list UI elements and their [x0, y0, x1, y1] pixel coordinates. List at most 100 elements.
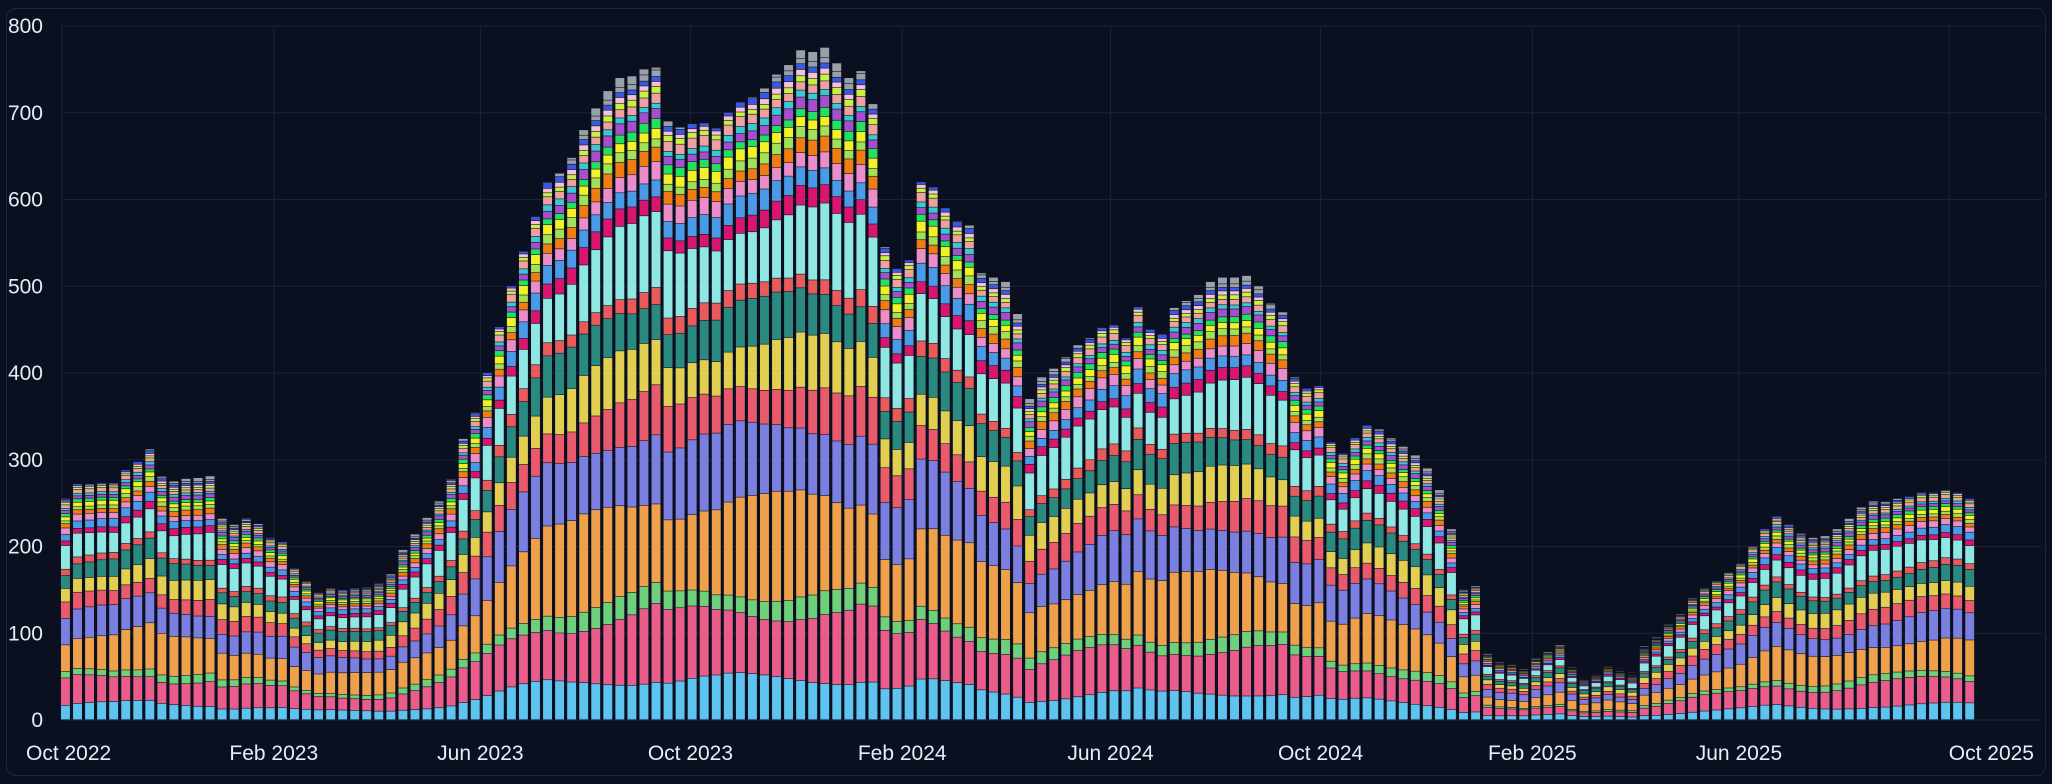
bar-segment — [1049, 397, 1059, 403]
bar-segment — [940, 304, 950, 317]
bar-stack — [856, 71, 866, 720]
bar-segment — [1892, 506, 1902, 510]
bar-segment — [1941, 532, 1951, 538]
bar-segment — [398, 710, 408, 720]
bar-segment — [362, 673, 372, 696]
bar-segment — [1013, 323, 1023, 326]
bar-segment — [832, 612, 842, 685]
bar-segment — [1760, 529, 1770, 531]
bar-segment — [398, 580, 408, 585]
bar-segment — [1627, 712, 1637, 717]
bar-segment — [1953, 521, 1963, 527]
bar-segment — [555, 464, 565, 524]
bar-segment — [1519, 710, 1529, 716]
bar-segment — [663, 609, 673, 683]
bar-segment — [1001, 437, 1010, 466]
bar-segment — [386, 577, 396, 578]
bar-segment — [916, 459, 926, 529]
bar-segment — [1001, 281, 1010, 288]
bar-segment — [193, 560, 203, 566]
bar-segment — [747, 673, 757, 720]
bar-segment — [1073, 697, 1083, 720]
bar-segment — [1398, 446, 1408, 449]
bar-segment — [1217, 570, 1227, 637]
bar-segment — [1880, 506, 1890, 508]
bar-segment — [1784, 562, 1794, 568]
bar-segment — [1917, 670, 1926, 677]
bar-segment — [1844, 620, 1854, 635]
bar-segment — [1434, 675, 1444, 684]
bar-segment — [1844, 545, 1854, 550]
bar-segment — [1073, 389, 1083, 397]
bar-segment — [1374, 436, 1384, 439]
bar-segment — [1181, 643, 1191, 656]
bar-segment — [1061, 357, 1071, 359]
bar-segment — [735, 181, 745, 196]
bar-segment — [784, 278, 794, 292]
bar-segment — [1193, 342, 1203, 349]
bar-segment — [121, 508, 131, 517]
bar-segment — [458, 486, 468, 494]
bar-segment — [1133, 322, 1143, 327]
bar-stack — [1856, 507, 1866, 720]
bar-segment — [832, 213, 842, 291]
bar-segment — [1688, 605, 1697, 607]
bar-segment — [85, 489, 95, 493]
bar-segment — [1808, 628, 1818, 639]
bar-segment — [1434, 622, 1444, 643]
bar-segment — [1892, 518, 1902, 522]
bar-segment — [784, 291, 794, 338]
bar-segment — [157, 553, 167, 558]
bar-segment — [940, 631, 950, 681]
bar-segment — [1856, 517, 1866, 520]
bar-stack — [446, 479, 456, 720]
bar-segment — [916, 207, 926, 214]
bar-segment — [1892, 509, 1902, 512]
bar-segment — [916, 192, 926, 202]
bar-segment — [217, 542, 227, 545]
bar-segment — [868, 224, 878, 237]
bar-segment — [928, 267, 938, 286]
bar-segment — [687, 514, 697, 590]
bar-segment — [1459, 677, 1468, 693]
bar-segment — [1929, 509, 1938, 514]
bar-segment — [699, 394, 709, 434]
bar-segment — [1724, 668, 1734, 688]
bar-segment — [1181, 302, 1191, 306]
bar-segment — [531, 293, 540, 311]
bar-stack — [1832, 529, 1842, 720]
bar-segment — [1965, 540, 1975, 546]
bar-segment — [723, 389, 733, 425]
bar-segment — [1422, 476, 1432, 478]
bar-segment — [1591, 716, 1601, 720]
bar-segment — [964, 254, 974, 262]
bar-segment — [446, 580, 456, 597]
bar-segment — [952, 298, 962, 316]
bar-segment — [60, 510, 70, 514]
bar-segment — [1314, 560, 1324, 603]
bar-segment — [579, 265, 589, 322]
bar-segment — [97, 590, 107, 605]
bar-segment — [205, 565, 215, 580]
bar-segment — [1157, 488, 1167, 515]
bar-segment — [687, 170, 697, 182]
bar-segment — [1808, 558, 1818, 561]
bar-segment — [60, 645, 70, 672]
bar-segment — [73, 486, 82, 488]
bar-segment — [1483, 661, 1493, 664]
bar-segment — [1459, 616, 1468, 619]
bar-segment — [1663, 659, 1673, 665]
bar-segment — [892, 279, 902, 288]
bar-segment — [1157, 364, 1167, 372]
bar-segment — [1302, 420, 1312, 425]
bar-segment — [1217, 322, 1227, 329]
bar-segment — [1917, 496, 1926, 498]
bar-segment — [1736, 587, 1746, 593]
bar-segment — [1784, 539, 1794, 541]
bar-segment — [1712, 610, 1722, 624]
bar-segment — [1049, 408, 1059, 413]
bar-segment — [1037, 421, 1047, 430]
bar-segment — [1880, 580, 1890, 592]
bar-stack — [169, 481, 179, 720]
bar-segment — [603, 164, 613, 174]
